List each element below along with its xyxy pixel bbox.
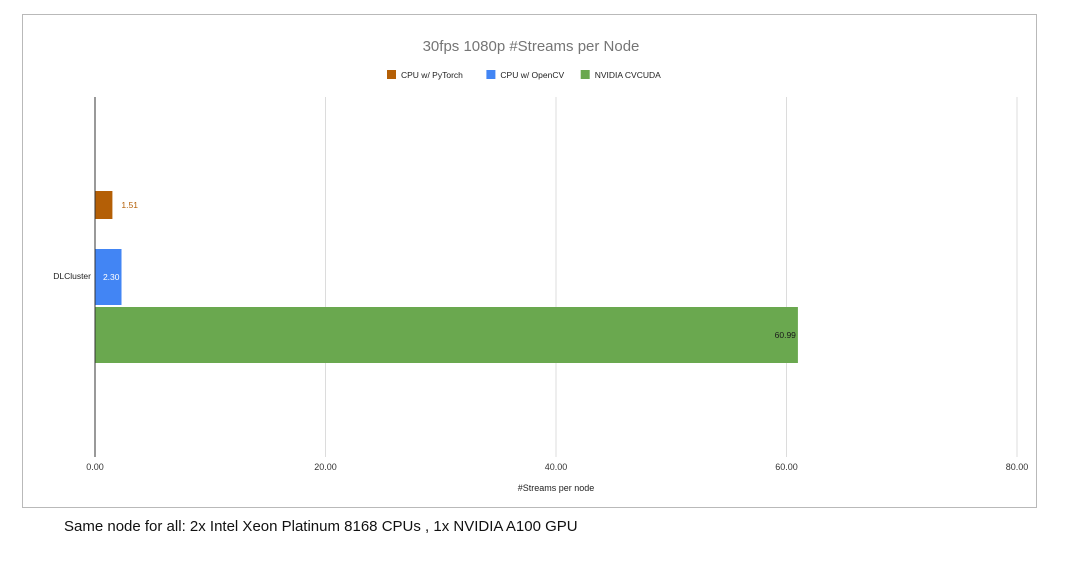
x-tick-label: 20.00 bbox=[314, 462, 337, 472]
legend-label: NVIDIA CVCUDA bbox=[595, 70, 661, 80]
category-labels: DLCluster bbox=[53, 271, 91, 281]
x-axis-title: #Streams per node bbox=[518, 483, 595, 493]
bar bbox=[95, 249, 122, 305]
x-tick-labels: 0.00 20.00 40.00 60.00 80.00 bbox=[86, 462, 1028, 472]
category-label: DLCluster bbox=[53, 271, 91, 281]
bar bbox=[95, 307, 798, 363]
bars bbox=[95, 191, 798, 363]
legend-swatch bbox=[387, 70, 396, 79]
x-tick-label: 80.00 bbox=[1006, 462, 1029, 472]
x-tick-label: 60.00 bbox=[775, 462, 798, 472]
x-tick-label: 0.00 bbox=[86, 462, 104, 472]
chart-frame: 30fps 1080p #Streams per Node CPU w/ PyT… bbox=[22, 14, 1037, 508]
figure-caption: Same node for all: 2x Intel Xeon Platinu… bbox=[64, 518, 578, 535]
data-label: 60.99 bbox=[775, 330, 797, 340]
chart-legend: CPU w/ PyTorch CPU w/ OpenCV NVIDIA CVCUDA bbox=[387, 70, 661, 80]
legend-swatch bbox=[486, 70, 496, 79]
x-tick-label: 40.00 bbox=[545, 462, 568, 472]
value-labels: 1.51 2.30 60.99 bbox=[103, 200, 796, 340]
legend-label: CPU w/ PyTorch bbox=[401, 70, 463, 80]
data-label: 2.30 bbox=[103, 272, 120, 282]
chart-title: 30fps 1080p #Streams per Node bbox=[423, 38, 640, 55]
data-label: 1.51 bbox=[121, 200, 138, 210]
gridlines bbox=[325, 97, 1018, 457]
bar-chart: 30fps 1080p #Streams per Node CPU w/ PyT… bbox=[53, 38, 1028, 493]
legend-label: CPU w/ OpenCV bbox=[500, 70, 564, 80]
legend-swatch bbox=[580, 70, 590, 79]
bar bbox=[95, 191, 113, 219]
